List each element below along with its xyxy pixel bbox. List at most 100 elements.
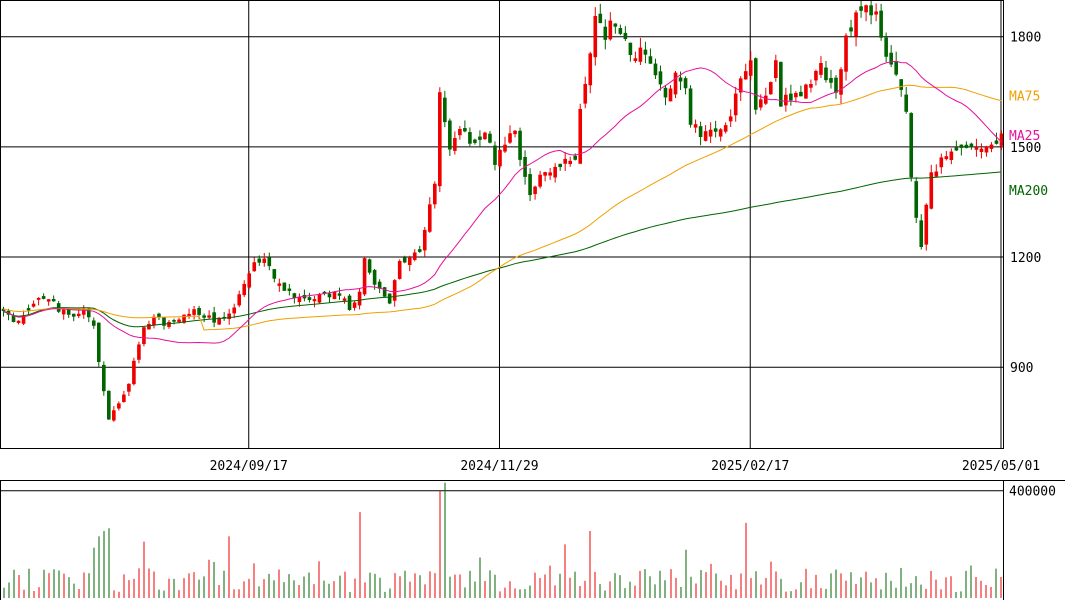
candle-body — [779, 61, 783, 107]
candle-body — [147, 323, 151, 330]
candle-body — [187, 313, 191, 317]
candle-body — [643, 49, 648, 55]
candle-body — [528, 174, 532, 196]
moving-average-labels: MA75 MA25 MA200 — [1009, 89, 1048, 198]
candle-body — [598, 13, 603, 24]
candle-body — [21, 315, 26, 324]
candle-body — [357, 291, 362, 306]
candle-body — [708, 129, 713, 137]
candle-body — [468, 132, 472, 144]
candle-body — [738, 78, 743, 93]
candle-body — [36, 297, 41, 300]
candle-body — [312, 299, 317, 302]
candle-body — [763, 95, 768, 104]
candle-body — [934, 171, 939, 177]
candle-body — [367, 259, 372, 273]
candle-body — [929, 172, 934, 209]
candle-body — [26, 308, 31, 311]
candle-body — [849, 27, 853, 32]
candle-body — [774, 60, 778, 78]
candle-body — [76, 313, 81, 317]
candle-body — [292, 293, 297, 299]
candle-body — [638, 47, 643, 62]
candle-body — [814, 70, 818, 81]
candle-body — [11, 315, 16, 323]
candle-body — [237, 294, 242, 306]
candle-body — [217, 317, 221, 325]
candle-body — [322, 291, 327, 294]
candle-body — [573, 155, 578, 160]
candle-body — [127, 383, 131, 392]
candle-body — [673, 72, 678, 95]
candle-body — [137, 344, 141, 360]
candle-body — [794, 92, 798, 98]
candle-body — [728, 116, 733, 122]
candle-body — [86, 308, 91, 318]
candle-body — [864, 5, 868, 13]
moving-average-lines — [3, 60, 1002, 344]
ma-label: MA75 — [1009, 89, 1040, 104]
candle-body — [563, 158, 567, 164]
candle-body — [834, 77, 838, 93]
candle-body — [132, 360, 136, 385]
candle-body — [804, 84, 808, 99]
candle-body — [362, 258, 367, 295]
candle-body — [809, 84, 813, 88]
candle-body — [443, 97, 447, 123]
candle-body — [553, 166, 557, 178]
candle-body — [91, 320, 96, 326]
candle-body — [66, 308, 71, 315]
candle-body — [939, 157, 944, 168]
candle-body — [458, 129, 462, 136]
price-tick-labels: 1800 1500 1200 900 — [1010, 31, 1041, 376]
candle-body — [352, 302, 357, 308]
candle-body — [347, 295, 352, 310]
candle-body — [212, 312, 216, 323]
candle-body — [839, 69, 843, 95]
candle-body — [16, 320, 21, 323]
candle-body — [558, 163, 562, 168]
ma-label: MA200 — [1009, 184, 1048, 199]
candle-body — [748, 60, 753, 76]
candle-body — [448, 120, 452, 150]
candle-body — [81, 309, 86, 315]
price-tick-label: 900 — [1010, 361, 1033, 376]
ma200-line — [3, 171, 1002, 328]
candle-body — [879, 10, 883, 38]
candle-body — [327, 293, 332, 298]
candle-body — [41, 296, 46, 299]
candle-body — [758, 99, 763, 108]
candle-body — [332, 291, 337, 300]
candle-body — [859, 6, 863, 11]
candle-body — [407, 257, 412, 266]
candle-body — [633, 58, 638, 61]
volume-tick-label: 400000 — [1009, 485, 1056, 500]
candle-body — [613, 23, 618, 27]
candle-body — [31, 303, 36, 307]
ma75-line — [3, 84, 1002, 331]
candle-body — [397, 260, 402, 279]
candle-body — [718, 129, 723, 137]
candle-body — [282, 282, 287, 291]
candle-body — [743, 71, 748, 80]
candle-body — [768, 82, 773, 95]
candle-body — [974, 146, 979, 150]
candle-body — [51, 298, 56, 302]
candle-body — [182, 314, 186, 323]
candle-body — [713, 128, 718, 132]
candle-body — [994, 140, 999, 144]
candle-body — [844, 35, 848, 72]
candle-body — [167, 321, 171, 327]
candle-body — [453, 137, 457, 151]
candle-body — [984, 146, 989, 153]
candle-body — [503, 144, 507, 152]
candle-body — [869, 5, 873, 16]
candle-body — [688, 88, 693, 125]
candle-body — [663, 87, 668, 98]
candle-body — [247, 273, 252, 288]
candle-body — [914, 181, 919, 218]
candle-body — [252, 262, 257, 272]
candle-body — [753, 58, 758, 110]
